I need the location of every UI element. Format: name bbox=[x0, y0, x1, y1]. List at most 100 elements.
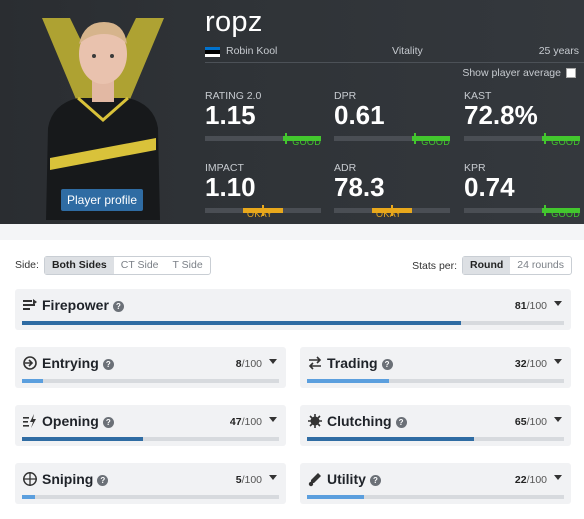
trading-icon bbox=[308, 356, 322, 370]
player-nickname: ropz bbox=[205, 6, 263, 38]
category-score: 65/100 bbox=[514, 416, 547, 428]
category-score-bar bbox=[307, 437, 564, 441]
hero-divider bbox=[205, 62, 584, 63]
stats-per-filter: Stats per: Round 24 rounds bbox=[412, 256, 572, 275]
category-score: 32/100 bbox=[514, 358, 547, 370]
stat-rating-bar bbox=[334, 205, 450, 216]
per-option-24-rounds[interactable]: 24 rounds bbox=[517, 259, 564, 271]
player-team[interactable]: Vitality bbox=[392, 45, 423, 57]
stat-value: 0.61 bbox=[334, 100, 385, 130]
category-score-bar bbox=[22, 321, 564, 325]
stat-label: RATING 2.0 bbox=[205, 90, 262, 102]
show-average-checkbox[interactable] bbox=[566, 68, 576, 78]
opening-icon bbox=[23, 414, 36, 428]
firepower-icon bbox=[23, 299, 37, 310]
stats-per-label: Stats per: bbox=[412, 259, 458, 272]
category-trading[interactable]: Trading? 32/100 bbox=[300, 347, 571, 388]
category-entrying[interactable]: Entrying? 8/100 bbox=[15, 347, 286, 388]
stat-rating-bar bbox=[464, 205, 580, 216]
help-icon[interactable]: ? bbox=[369, 474, 381, 486]
player-info-row: Robin Kool Vitality 25 years bbox=[205, 45, 579, 60]
side-filter-label: Side: bbox=[15, 259, 39, 271]
chevron-down-icon[interactable] bbox=[554, 417, 562, 422]
stat-grade: GOOD bbox=[551, 209, 580, 219]
help-icon[interactable]: ? bbox=[112, 300, 124, 312]
stat-kpr: KPR 0.74 GOOD bbox=[464, 162, 580, 222]
stat-label: KAST bbox=[464, 90, 492, 102]
stat-value: 72.8% bbox=[464, 100, 538, 130]
chevron-down-icon[interactable] bbox=[554, 359, 562, 364]
stat-grade: GOOD bbox=[551, 137, 580, 147]
stat-grade: GOOD bbox=[421, 137, 450, 147]
category-score: 81/100 bbox=[514, 300, 547, 312]
category-title: Entrying? bbox=[42, 355, 114, 371]
stat-rating-bar bbox=[205, 205, 321, 216]
panel-top-band bbox=[0, 224, 584, 240]
stat-value: 0.74 bbox=[464, 172, 515, 202]
category-score-bar bbox=[307, 495, 564, 499]
sniping-icon bbox=[23, 472, 37, 486]
stat-impact: IMPACT 1.10 OKAY bbox=[205, 162, 321, 222]
stat-value: 1.15 bbox=[205, 100, 256, 130]
help-icon[interactable]: ? bbox=[381, 358, 393, 370]
stat-label: IMPACT bbox=[205, 162, 244, 174]
category-firepower[interactable]: Firepower? 81/100 bbox=[15, 289, 571, 330]
stat-grade: OKAY bbox=[376, 209, 402, 219]
category-title: Clutching? bbox=[327, 413, 407, 429]
category-score: 8/100 bbox=[235, 358, 262, 370]
player-age: 25 years bbox=[538, 45, 579, 57]
side-selector: Both Sides CT Side T Side bbox=[43, 255, 211, 275]
side-option-both-sides[interactable]: Both Sides bbox=[44, 256, 114, 274]
chevron-down-icon[interactable] bbox=[269, 417, 277, 422]
chevron-down-icon[interactable] bbox=[554, 301, 562, 306]
help-icon[interactable]: ? bbox=[97, 474, 109, 486]
category-utility[interactable]: Utility? 22/100 bbox=[300, 463, 571, 504]
category-opening[interactable]: Opening? 47/100 bbox=[15, 405, 286, 446]
entrying-icon bbox=[23, 356, 37, 370]
stat-rating-bar bbox=[464, 133, 580, 144]
help-icon[interactable]: ? bbox=[102, 358, 114, 370]
chevron-down-icon[interactable] bbox=[269, 359, 277, 364]
per-option-round[interactable]: Round bbox=[463, 257, 511, 274]
chevron-down-icon[interactable] bbox=[554, 475, 562, 480]
show-average-label: Show player average bbox=[462, 67, 561, 79]
stat-rating-2-0: RATING 2.0 1.15 GOOD bbox=[205, 90, 321, 150]
country-flag-icon bbox=[205, 47, 220, 57]
chevron-down-icon[interactable] bbox=[269, 475, 277, 480]
stat-grade: GOOD bbox=[292, 137, 321, 147]
clutching-icon bbox=[308, 414, 322, 428]
side-option-t-side[interactable]: T Side bbox=[172, 258, 203, 271]
stat-dpr: DPR 0.61 GOOD bbox=[334, 90, 450, 150]
stats-per-selector: Round 24 rounds bbox=[462, 256, 572, 275]
category-score: 5/100 bbox=[235, 474, 262, 486]
category-sniping[interactable]: Sniping? 5/100 bbox=[15, 463, 286, 504]
side-option-ct-side[interactable]: CT Side bbox=[120, 258, 159, 271]
category-title: Sniping? bbox=[42, 471, 109, 487]
stat-label: KPR bbox=[464, 162, 486, 174]
category-clutching[interactable]: Clutching? 65/100 bbox=[300, 405, 571, 446]
category-score-bar bbox=[22, 437, 279, 441]
category-score: 47/100 bbox=[229, 416, 262, 428]
player-profile-button[interactable]: Player profile bbox=[61, 189, 143, 211]
player-hero: Player profile ropz Robin Kool Vitality … bbox=[0, 0, 584, 224]
category-score-bar bbox=[307, 379, 564, 383]
stat-rating-bar bbox=[334, 133, 450, 144]
player-real-name: Robin Kool bbox=[226, 45, 278, 57]
category-title: Trading? bbox=[327, 355, 393, 371]
stat-value: 78.3 bbox=[334, 172, 385, 202]
stat-label: DPR bbox=[334, 90, 357, 102]
show-average-toggle[interactable]: Show player average bbox=[462, 67, 576, 79]
stat-rating-bar bbox=[205, 133, 321, 144]
help-icon[interactable]: ? bbox=[102, 416, 114, 428]
side-filter: Side: Both Sides CT Side T Side bbox=[15, 255, 211, 275]
category-title: Firepower? bbox=[42, 297, 124, 313]
category-score-bar bbox=[22, 379, 279, 383]
category-score-bar bbox=[22, 495, 279, 499]
stat-grade: OKAY bbox=[247, 209, 273, 219]
help-icon[interactable]: ? bbox=[395, 416, 407, 428]
category-title: Opening? bbox=[42, 413, 114, 429]
category-title: Utility? bbox=[327, 471, 381, 487]
stat-kast: KAST 72.8% GOOD bbox=[464, 90, 580, 150]
stat-value: 1.10 bbox=[205, 172, 256, 202]
stat-adr: ADR 78.3 OKAY bbox=[334, 162, 450, 222]
